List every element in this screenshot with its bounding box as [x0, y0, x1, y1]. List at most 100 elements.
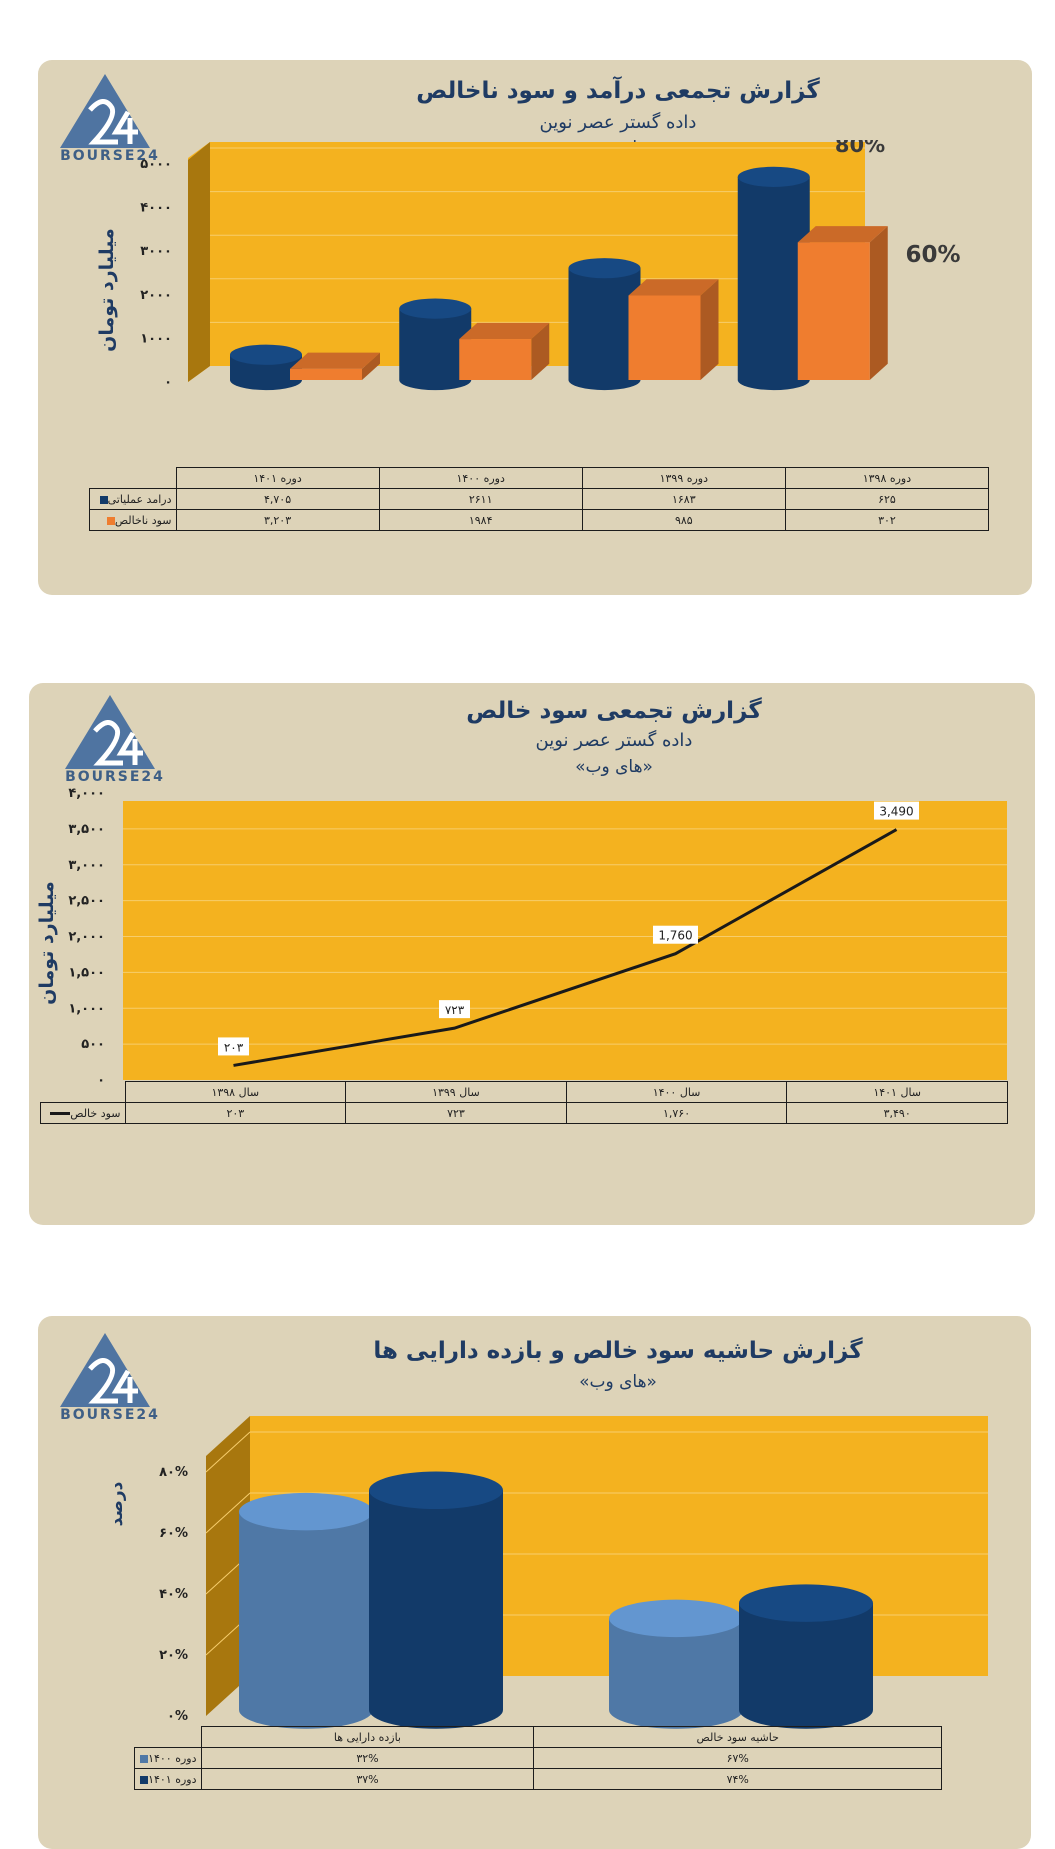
bourse24-logo-mark — [60, 1333, 150, 1407]
table-category: سال ۱۳۹۸ — [124, 1081, 347, 1103]
table-cell: ۶۷% — [533, 1747, 942, 1769]
y-tick-label: ۳,۰۰۰ — [68, 858, 105, 873]
bourse24-logo: BOURSE24 — [60, 1331, 160, 1431]
y-tick-label: ۲۰% — [159, 1648, 188, 1663]
gridline — [205, 1492, 251, 1534]
bar-top — [609, 1599, 743, 1638]
bar-1400 — [239, 1492, 373, 1729]
y-tick-label: ۱,۵۰۰ — [68, 965, 105, 980]
table-cell: ۱,۷۶۰ — [565, 1102, 788, 1124]
table-row: سود خالص ۲۰۳ ۷۲۳ ۱,۷۶۰ ۳,۴۹۰ — [40, 1102, 1008, 1124]
bar-top — [737, 166, 810, 187]
plot-area — [123, 801, 1007, 1080]
y-axis-title: میلیارد تومان — [36, 881, 58, 1005]
table-series-label: سود خالص — [40, 1102, 126, 1124]
bar-gross-profit — [797, 226, 888, 380]
legend-swatch — [106, 516, 115, 525]
bar-side — [869, 226, 888, 380]
bar-front — [628, 295, 701, 380]
table-series-label: درامد عملیاتی — [89, 488, 177, 510]
y-tick-label: ۵۰۰ — [81, 1037, 105, 1052]
bar-revenue — [399, 298, 472, 391]
net-profit-line-chart: ۰ ۵۰۰ ۱,۰۰۰ ۱,۵۰۰ ۲,۰۰۰ ۲,۵۰۰ ۳,۰۰۰ ۳,۵۰۰ ۴,۰۰۰ م… — [36, 786, 1007, 1088]
chart-title: گزارش حاشیه سود خالص و بازده دارایی ها — [373, 1338, 863, 1364]
logo-text: BOURSE24 — [60, 148, 160, 164]
bar-1401 — [369, 1471, 503, 1729]
bar-1401 — [739, 1584, 873, 1729]
table-cell: ۲۶۱۱ — [378, 488, 583, 510]
table-series-label: دوره ۱۴۰۱ — [134, 1768, 202, 1790]
annotation-label: 60% — [905, 242, 960, 268]
bar-front — [459, 339, 532, 380]
bourse24-logo: BOURSE24 — [65, 693, 165, 793]
data-label-box — [439, 1000, 470, 1019]
table-cell: ۲۰۳ — [124, 1102, 347, 1124]
series-name: دوره ۱۴۰۰ — [148, 1751, 197, 1765]
y-tick-label: ۸۰% — [159, 1465, 188, 1480]
y-tick-label: ۴۰% — [159, 1587, 188, 1602]
bar-side — [531, 322, 550, 380]
bar-body — [608, 1618, 743, 1729]
table-category: دوره ۱۴۰۰ — [378, 467, 583, 489]
plot-side-wall — [188, 142, 210, 382]
chart-title: گزارش تجمعی سود خالص — [466, 698, 762, 724]
bar-top — [628, 279, 719, 296]
chart-panel-net-profit: BOURSE24 گزارش تجمعی سود خالص داده گستر … — [29, 683, 1035, 1225]
data-label-box — [653, 925, 698, 944]
chart-panel-margin: BOURSE24 گزارش حاشیه سود خالص و بازده دا… — [38, 1316, 1031, 1849]
data-label: 1,760 — [653, 925, 698, 944]
table-row: دوره ۱۴۰۰ ۳۲% ۶۷% — [134, 1747, 942, 1769]
bourse24-logo-mark — [65, 695, 155, 769]
bar-top — [568, 258, 641, 279]
y-tick-label: ۰ — [97, 1073, 105, 1088]
table-cell: ۱۶۸۳ — [581, 488, 786, 510]
chart-subtitle: داده گستر عصر نوین — [535, 730, 693, 751]
y-tick-label: ۲,۵۰۰ — [68, 894, 105, 909]
table-cell: ۷۴% — [533, 1768, 942, 1790]
bar-1400 — [608, 1599, 743, 1729]
bar-gross-profit — [628, 279, 719, 380]
y-tick-label: ۶۰% — [159, 1526, 188, 1541]
bar-front — [797, 242, 870, 380]
bar-top — [239, 1492, 373, 1531]
table-category: سال ۱۴۰۱ — [786, 1081, 1008, 1103]
table-category: بازده دارایی ها — [200, 1726, 535, 1748]
data-label: ۲۰۳ — [218, 1037, 249, 1056]
table-category: دوره ۱۳۹۹ — [581, 467, 786, 489]
series-name: درامد عملیاتی — [107, 492, 172, 506]
bar-top — [230, 344, 302, 365]
table-corner — [40, 1081, 126, 1103]
table-cell: ۳۷% — [200, 1768, 535, 1790]
legend-swatch — [50, 1112, 71, 1115]
table-cell: ۳,۴۹۰ — [786, 1102, 1008, 1124]
chart-panel-revenue: BOURSE24 گزارش تجمعی درآمد و سود ناخالص … — [38, 60, 1032, 595]
bar-body — [399, 308, 472, 391]
bourse24-logo-mark — [60, 74, 150, 148]
bar-body — [737, 176, 810, 391]
gridline — [205, 1431, 251, 1473]
table-category: دوره ۱۴۰۱ — [175, 467, 380, 489]
y-axis-title: درصد — [107, 1481, 127, 1526]
annotation-label: 80% — [835, 140, 885, 157]
table-category: سال ۱۴۰۰ — [565, 1081, 788, 1103]
bourse24-logo: BOURSE24 — [60, 72, 160, 172]
bar-body — [568, 268, 641, 391]
chart-title: گزارش تجمعی درآمد و سود ناخالص — [416, 78, 820, 104]
bar-gross-profit — [459, 322, 550, 380]
bar-top — [369, 1471, 503, 1510]
chart-subtitle-2: «های وب» — [579, 1372, 657, 1392]
y-tick-label: ۱۰۰۰ — [140, 331, 172, 346]
y-tick-label: ۴۰۰۰ — [140, 201, 172, 216]
net-profit-data-table: سال ۱۳۹۸ سال ۱۳۹۹ سال ۱۴۰۰ سال ۱۴۰۱ سود خالص… — [40, 1081, 1008, 1124]
table-cell: ۳۰۲ — [784, 509, 990, 531]
table-row: دوره ۱۴۰۱ ۳۷% ۷۴% — [134, 1768, 942, 1790]
series-line — [233, 828, 898, 1067]
bar-body — [369, 1490, 503, 1729]
table-row: درامد عملیاتی ۴,۷۰۵ ۲۶۱۱ ۱۶۸۳ ۶۲۵ — [89, 488, 990, 510]
bar-side — [700, 279, 719, 380]
logo-text: BOURSE24 — [65, 769, 165, 785]
series-name: سود ناخالص — [114, 513, 172, 527]
table-category: حاشیه سود خالص — [533, 1726, 942, 1748]
margin-bar-chart: ۰% ۲۰% ۴۰% ۶۰% ۸۰% درصد — [107, 1416, 988, 1729]
y-tick-label: ۳۰۰۰ — [140, 244, 172, 259]
